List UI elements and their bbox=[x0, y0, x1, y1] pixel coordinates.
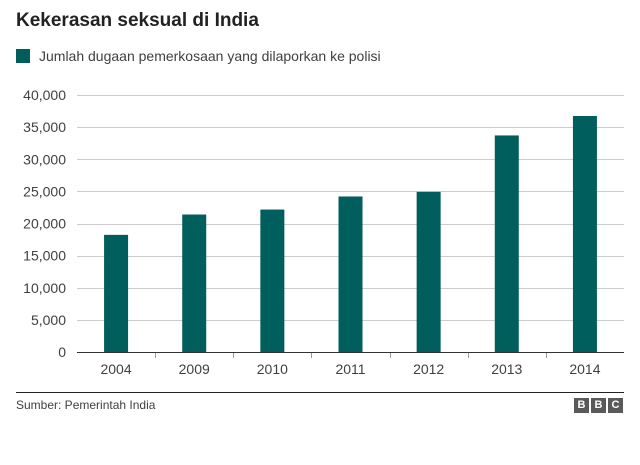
y-tick-label: 40,000 bbox=[23, 87, 66, 103]
y-axis-tick-labels: 0 5,000 10,000 15,000 20,000 25,000 30,000 35,0… bbox=[23, 87, 66, 360]
footer-divider bbox=[16, 392, 624, 393]
bar bbox=[260, 209, 285, 352]
y-tick-label: 35,000 bbox=[23, 119, 66, 135]
y-tick-label: 15,000 bbox=[23, 248, 66, 264]
bar bbox=[182, 214, 207, 352]
legend-swatch bbox=[16, 49, 30, 63]
y-tick-label: 10,000 bbox=[23, 280, 66, 296]
bar bbox=[338, 196, 363, 352]
logo-letter: C bbox=[608, 398, 623, 413]
bar bbox=[572, 115, 597, 352]
bar bbox=[416, 191, 441, 352]
bar bbox=[104, 234, 129, 352]
y-tick-label: 0 bbox=[58, 344, 66, 360]
bars bbox=[104, 115, 597, 352]
legend: Jumlah dugaan pemerkosaan yang dilaporka… bbox=[16, 48, 381, 64]
y-tick-label: 5,000 bbox=[31, 312, 66, 328]
bbc-logo: B B C bbox=[574, 398, 623, 413]
x-tick-label: 2011 bbox=[335, 361, 365, 377]
bar bbox=[494, 135, 519, 352]
source-note: Sumber: Pemerintah India bbox=[16, 398, 156, 412]
x-tick-label: 2010 bbox=[257, 361, 288, 377]
legend-label: Jumlah dugaan pemerkosaan yang dilaporka… bbox=[39, 48, 381, 64]
x-tick-label: 2012 bbox=[413, 361, 444, 377]
x-tick-label: 2004 bbox=[100, 361, 131, 377]
y-tick-label: 30,000 bbox=[23, 151, 66, 167]
x-axis-tick-labels: 2004 2009 2010 2011 2012 2013 2014 bbox=[100, 361, 600, 377]
x-tick-label: 2014 bbox=[569, 361, 600, 377]
x-axis bbox=[77, 352, 624, 358]
y-tick-label: 25,000 bbox=[23, 183, 66, 199]
chart-title: Kekerasan seksual di India bbox=[16, 10, 259, 31]
y-tick-label: 20,000 bbox=[23, 216, 66, 232]
x-tick-label: 2013 bbox=[491, 361, 522, 377]
logo-letter: B bbox=[591, 398, 606, 413]
logo-letter: B bbox=[574, 398, 589, 413]
x-tick-label: 2009 bbox=[179, 361, 210, 377]
